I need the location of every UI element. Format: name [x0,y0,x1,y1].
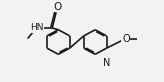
Text: N: N [103,58,110,68]
Text: HN: HN [30,23,43,32]
Text: O: O [122,34,130,44]
Text: O: O [53,2,61,12]
